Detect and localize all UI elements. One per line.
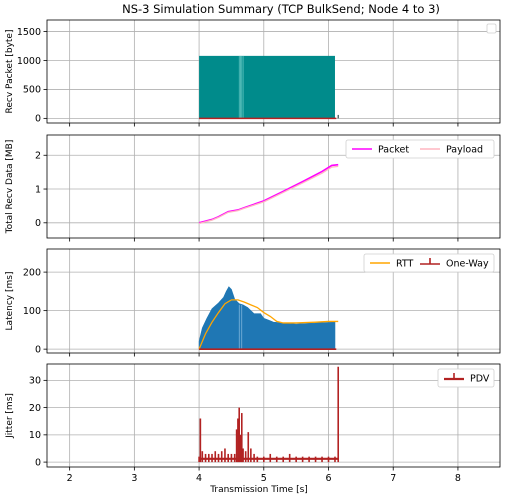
y-tick-label: 20 <box>29 403 41 414</box>
plot-area <box>199 55 339 120</box>
series-payload <box>198 165 339 225</box>
x-tick-label: 8 <box>455 473 461 484</box>
series-rtt <box>198 299 339 350</box>
recv-packet-bars <box>199 55 335 119</box>
y-tick-label: 0 <box>35 218 41 229</box>
axes-frame <box>46 134 501 239</box>
legend-label-pdv: PDV <box>470 374 490 385</box>
plot-area <box>198 163 339 225</box>
x-tick-label: 4 <box>196 473 202 484</box>
x-tick-label: 3 <box>131 473 137 484</box>
plot-area <box>198 366 340 463</box>
legend-box <box>437 368 495 388</box>
axes-frame <box>46 19 501 124</box>
plot-area <box>198 286 339 350</box>
y-axis-label: Jitter [ms] <box>5 393 15 439</box>
y-tick-label: 1000 <box>17 56 41 67</box>
y-axis-label: Latency [ms] <box>5 272 15 331</box>
y-tick-label: 0 <box>35 114 41 125</box>
x-tick-label: 2 <box>67 473 73 484</box>
x-tick-label: 5 <box>261 473 267 484</box>
legend-box <box>363 253 495 273</box>
y-tick-label: 0 <box>35 457 41 468</box>
y-tick-label: 1500 <box>17 27 41 38</box>
figure-title: NS-3 Simulation Summary (TCP BulkSend; N… <box>122 2 440 16</box>
legend-label-packet: Packet <box>378 145 409 156</box>
x-axis-label: Transmission Time [s] <box>209 485 308 495</box>
series-packet <box>198 163 339 224</box>
panel-total: 0 1 2 Total Recv Data [MB] Packet Payload <box>5 134 501 242</box>
legend-label-rtt: RTT <box>396 259 414 270</box>
legend-label-payload: Payload <box>446 145 483 156</box>
y-tick-label: 2 <box>35 151 41 162</box>
y-tick-label: 30 <box>29 376 41 387</box>
y-tick-label: 0 <box>35 344 41 355</box>
y-axis-label: Recv Packet [byte] <box>5 30 15 114</box>
y-axis-label: Total Recv Data [MB] <box>5 140 15 235</box>
legend-box <box>486 23 497 34</box>
series-one-way <box>198 286 336 350</box>
x-tick-label: 6 <box>325 473 331 484</box>
axes-frame <box>46 248 501 354</box>
panel-jitter: 0 10 20 30 2 3 4 5 6 7 8 Jitter [ms] PDV <box>5 363 501 484</box>
y-tick-label: 500 <box>23 85 41 96</box>
x-tick-label: 7 <box>390 473 396 484</box>
legend-label-one-way: One-Way <box>446 259 489 270</box>
panel-latency: 0 100 200 Latency [ms] RTT One-Way <box>5 248 501 357</box>
y-tick-label: 10 <box>29 430 41 441</box>
y-tick-label: 1 <box>35 184 41 195</box>
y-tick-label: 100 <box>23 306 41 317</box>
axes-frame <box>46 363 501 468</box>
y-tick-label: 200 <box>23 267 41 278</box>
